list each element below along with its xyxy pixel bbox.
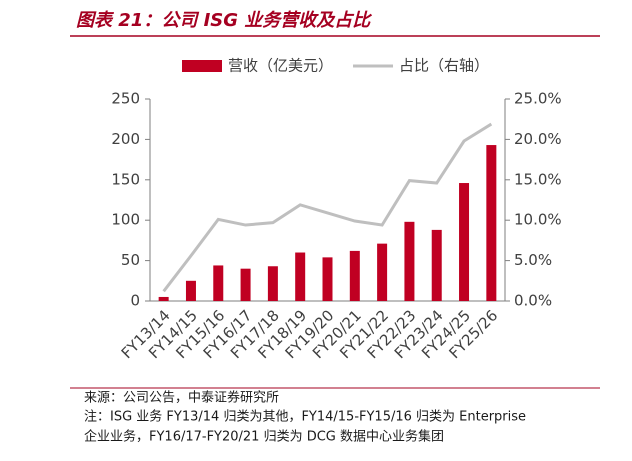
y-tick-label: 100 bbox=[111, 211, 140, 229]
y-tick-label: 50 bbox=[121, 251, 140, 269]
bar bbox=[322, 257, 333, 301]
bar bbox=[431, 229, 442, 301]
chart-title: 图表 21：公司 ISG 业务营收及占比 bbox=[76, 10, 372, 31]
note: 企业业务，FY16/17-FY20/21 归类为 DCG 数据中心业务集团 bbox=[84, 429, 444, 445]
bar bbox=[486, 145, 497, 301]
line bbox=[162, 122, 493, 293]
bar bbox=[404, 221, 415, 301]
bar bbox=[213, 265, 224, 301]
bar bbox=[240, 268, 251, 301]
y-tick-label: 250 bbox=[111, 90, 140, 108]
y2-tick-label: 20.0% bbox=[514, 130, 562, 148]
note: 注：ISG 业务 FY13/14 归类为其他，FY14/15-FY15/16 归… bbox=[84, 409, 526, 425]
bar bbox=[267, 266, 278, 301]
bar bbox=[158, 296, 169, 301]
y-tick-label: 0 bbox=[130, 292, 140, 310]
legend-label: 营收（亿美元） bbox=[228, 57, 333, 75]
bar bbox=[377, 243, 388, 301]
legend-label: 占比（右轴） bbox=[399, 57, 489, 75]
source: 来源：公司公告，中泰证券研究所 bbox=[84, 390, 279, 406]
y-tick-label: 200 bbox=[111, 130, 140, 148]
bar bbox=[459, 183, 470, 301]
y2-tick-label: 15.0% bbox=[514, 170, 562, 188]
bar bbox=[185, 280, 196, 301]
y2-tick-label: 0.0% bbox=[514, 292, 552, 310]
y2-tick-label: 5.0% bbox=[514, 251, 552, 269]
legend-swatch bbox=[182, 60, 222, 72]
y2-tick-label: 10.0% bbox=[514, 211, 562, 229]
bar bbox=[295, 252, 306, 301]
bar bbox=[349, 250, 360, 301]
y-tick-label: 150 bbox=[111, 170, 140, 188]
y2-tick-label: 25.0% bbox=[514, 90, 562, 108]
